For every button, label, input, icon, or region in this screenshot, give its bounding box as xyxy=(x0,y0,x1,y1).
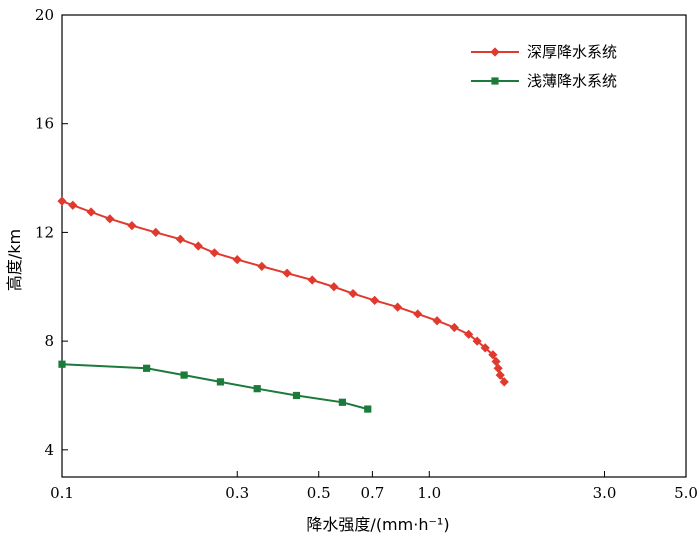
data-point xyxy=(329,282,339,292)
x-tick-label: 0.7 xyxy=(360,484,384,502)
data-point xyxy=(143,364,151,372)
data-point xyxy=(491,356,501,367)
data-point xyxy=(86,207,96,217)
data-point xyxy=(151,227,161,238)
y-tick-label: 12 xyxy=(35,223,54,241)
series-shallow xyxy=(58,360,372,413)
data-point xyxy=(209,248,220,258)
y-tick-label: 16 xyxy=(35,115,54,133)
legend-marker xyxy=(490,47,500,57)
data-point xyxy=(180,371,188,379)
data-point xyxy=(393,302,403,312)
axes-layer: 0.1 0.3 0.5 0.7 1.0 3.0 5.0 4 8 12 16 20 xyxy=(35,6,698,502)
x-tick-label: 0.1 xyxy=(50,484,74,502)
legend-label: 深厚降水系统 xyxy=(527,43,617,61)
data-point xyxy=(292,391,301,400)
series-deep xyxy=(57,196,509,387)
y-tick-label: 20 xyxy=(35,6,54,24)
y-tick-label: 4 xyxy=(44,441,54,459)
data-point xyxy=(216,378,225,386)
x-axis-title: 降水强度/(mm·h⁻¹) xyxy=(306,515,449,534)
legend-marker xyxy=(491,77,499,85)
series-line xyxy=(61,200,506,383)
data-point xyxy=(480,343,490,353)
x-tick-label: 0.5 xyxy=(307,484,331,502)
plot-frame xyxy=(61,14,687,478)
series-layer xyxy=(57,196,509,413)
data-point xyxy=(432,316,442,326)
data-point xyxy=(449,322,459,333)
legend-label: 浅薄降水系统 xyxy=(527,72,617,90)
data-point xyxy=(232,254,242,265)
data-point xyxy=(493,363,503,373)
x-tick-label: 0.3 xyxy=(225,484,249,502)
data-point xyxy=(282,268,292,278)
series-line xyxy=(61,363,369,411)
data-point xyxy=(364,405,372,413)
legend-item: 深厚降水系统 xyxy=(471,43,617,61)
data-point xyxy=(193,241,203,251)
data-point xyxy=(499,377,509,387)
data-point xyxy=(413,309,423,319)
x-tick-label: 5.0 xyxy=(674,484,698,502)
y-tick-label: 8 xyxy=(44,332,54,350)
data-point xyxy=(488,350,498,360)
data-point xyxy=(127,221,137,231)
legend-item: 浅薄降水系统 xyxy=(471,72,617,90)
data-point xyxy=(257,261,267,271)
data-point xyxy=(105,214,115,224)
data-point xyxy=(58,360,66,368)
data-point xyxy=(348,288,358,299)
data-point xyxy=(495,370,505,380)
x-tick-label: 3.0 xyxy=(593,484,617,502)
data-point xyxy=(464,329,474,339)
data-point xyxy=(370,295,380,305)
data-point xyxy=(338,398,346,406)
data-point xyxy=(253,385,261,393)
data-point xyxy=(472,336,482,346)
data-point xyxy=(175,234,185,244)
y-axis-title: 高度/km xyxy=(5,229,24,291)
x-tick-label: 1.0 xyxy=(417,484,441,502)
data-point xyxy=(57,196,67,206)
data-point xyxy=(68,200,78,210)
data-point xyxy=(307,275,317,285)
